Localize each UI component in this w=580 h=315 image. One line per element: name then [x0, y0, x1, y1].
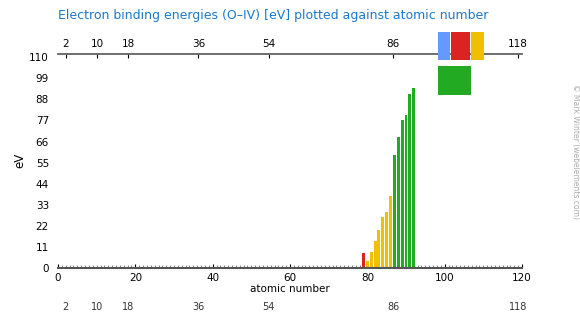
- Text: 36: 36: [192, 302, 205, 312]
- Bar: [472, 32, 484, 60]
- Bar: [438, 66, 472, 94]
- Text: 54: 54: [262, 302, 275, 312]
- Text: 118: 118: [509, 302, 527, 312]
- Bar: [397, 137, 400, 268]
- Bar: [370, 252, 372, 268]
- Bar: [393, 155, 396, 268]
- Bar: [385, 212, 388, 268]
- Text: 18: 18: [122, 302, 135, 312]
- Text: 2: 2: [63, 302, 69, 312]
- Bar: [405, 115, 407, 268]
- Text: Electron binding energies (O–IV) [eV] plotted against atomic number: Electron binding energies (O–IV) [eV] pl…: [58, 9, 488, 22]
- Bar: [451, 32, 470, 60]
- Bar: [389, 196, 392, 268]
- Bar: [378, 230, 380, 268]
- Bar: [397, 163, 400, 268]
- Bar: [366, 261, 369, 268]
- Bar: [408, 94, 411, 268]
- Bar: [401, 143, 404, 268]
- Bar: [393, 186, 396, 268]
- Bar: [412, 88, 415, 268]
- Text: 86: 86: [387, 302, 400, 312]
- Text: © Mark Winter (webelements.com): © Mark Winter (webelements.com): [571, 84, 580, 219]
- Y-axis label: eV: eV: [13, 153, 27, 168]
- Bar: [374, 241, 376, 268]
- Bar: [401, 120, 404, 268]
- X-axis label: atomic number: atomic number: [250, 284, 330, 294]
- Bar: [362, 253, 365, 268]
- Bar: [438, 32, 450, 60]
- Text: 10: 10: [91, 302, 103, 312]
- Bar: [382, 217, 384, 268]
